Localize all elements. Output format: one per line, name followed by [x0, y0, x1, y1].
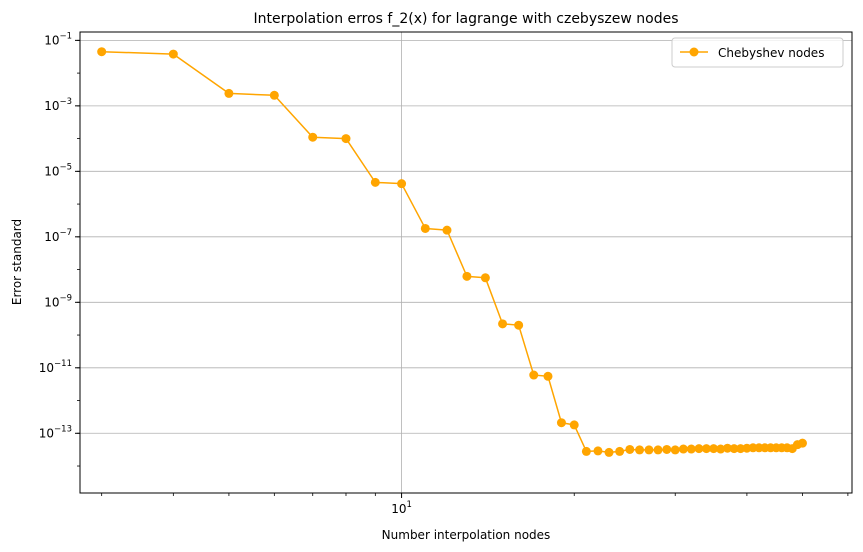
y-tick-label: 10−5 [44, 162, 72, 178]
data-point [694, 444, 704, 454]
data-point [514, 320, 524, 330]
legend-label: Chebyshev nodes [718, 46, 824, 60]
y-tick-label: 10−7 [44, 228, 72, 244]
x-axis-ticks: 101 [101, 493, 849, 516]
x-tick-label: 101 [391, 500, 412, 516]
data-point [670, 445, 680, 455]
data-point [462, 271, 472, 281]
data-point [709, 444, 719, 454]
grid-lines [80, 32, 852, 493]
data-point [678, 444, 688, 454]
data-point [224, 88, 234, 98]
data-point [701, 444, 711, 454]
data-point [269, 90, 279, 100]
y-axis-ticks: 10−1 10−3 10−5 10−7 10−9 10−11 10−13 [39, 31, 80, 467]
data-point [556, 418, 566, 428]
data-point [308, 132, 318, 142]
y-tick-label: 10−9 [44, 293, 72, 309]
data-point [686, 444, 696, 454]
data-point [442, 225, 452, 235]
data-point [480, 273, 490, 283]
data-point [615, 446, 625, 456]
data-point [797, 438, 807, 448]
data-point [635, 445, 645, 455]
data-point [625, 444, 635, 454]
y-tick-label: 10−3 [44, 97, 72, 113]
y-tick-label: 10−1 [44, 31, 72, 47]
data-point [420, 223, 430, 233]
data-point [604, 447, 614, 457]
data-point [593, 446, 603, 456]
data-point [569, 420, 579, 430]
data-point [581, 446, 591, 456]
data-point [722, 443, 732, 453]
data-point [716, 444, 726, 454]
data-point [397, 179, 407, 189]
data-point [644, 445, 654, 455]
data-point [662, 444, 672, 454]
data-point [498, 319, 508, 329]
y-tick-label: 10−13 [39, 424, 72, 440]
data-point [529, 370, 539, 380]
data-point [370, 177, 380, 187]
x-axis-label: Number interpolation nodes [382, 528, 551, 542]
data-point [341, 134, 351, 144]
y-tick-label: 10−11 [39, 359, 72, 375]
legend-marker [689, 47, 699, 57]
y-axis-label: Error standard [10, 219, 24, 305]
legend: Chebyshev nodes [671, 37, 844, 68]
data-point [97, 47, 107, 57]
data-point [729, 444, 739, 454]
legend-box [671, 37, 844, 68]
data-point [653, 445, 663, 455]
series-layer [97, 47, 807, 457]
plot-frame [79, 31, 853, 494]
data-point [168, 49, 178, 59]
data-point [543, 371, 553, 381]
chart-title: Interpolation erros f_2(x) for lagrange … [253, 11, 678, 27]
